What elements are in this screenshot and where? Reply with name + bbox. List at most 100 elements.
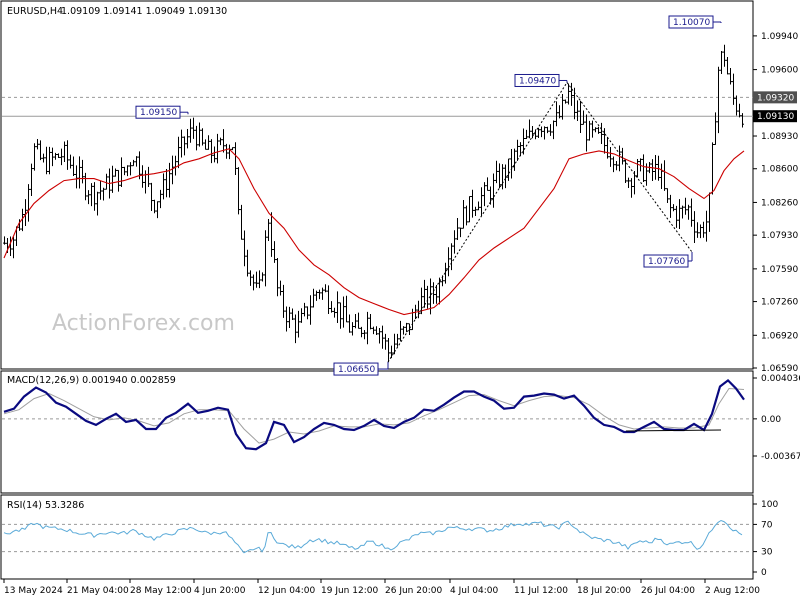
price-bar	[306, 306, 309, 320]
price-bar	[249, 270, 252, 286]
price-bar	[540, 126, 543, 138]
price-bar	[33, 143, 36, 171]
price-bar	[675, 205, 678, 228]
price-bar	[318, 289, 321, 300]
price-tick-label: 1.07930	[761, 231, 798, 241]
price-bar	[111, 165, 114, 193]
watermark: ActionForex.com	[52, 311, 235, 336]
price-bar	[456, 217, 459, 240]
x-tick-label: 28 May 12:00	[130, 586, 192, 596]
price-bar	[363, 330, 366, 340]
svg-text:1.09150: 1.09150	[140, 108, 177, 118]
price-bar	[165, 169, 168, 198]
price-bar	[60, 148, 63, 166]
price-bar	[18, 219, 21, 231]
price-bar	[300, 308, 303, 323]
price-bar	[36, 138, 39, 150]
price-bar	[219, 137, 222, 146]
price-bar	[105, 173, 108, 190]
price-bar	[150, 182, 153, 212]
price-bar	[528, 119, 531, 139]
price-bar	[231, 147, 234, 151]
price-tick-label: 1.09600	[761, 66, 798, 76]
price-bar	[699, 224, 702, 239]
price-bar	[177, 136, 180, 169]
price-bar	[486, 177, 489, 191]
price-bar	[378, 328, 381, 344]
price-bar	[102, 187, 105, 201]
price-bar	[90, 183, 93, 207]
trend-line	[387, 82, 568, 363]
macd-tick-label: -0.00367	[761, 452, 800, 462]
rsi-tick-label: 100	[761, 500, 778, 510]
price-bar	[207, 135, 210, 150]
swing-level-label: 1.10070	[668, 15, 722, 29]
price-bar	[480, 187, 483, 216]
price-bar	[279, 280, 282, 296]
price-bar	[192, 117, 195, 139]
price-bar	[552, 120, 555, 140]
price-bar	[588, 120, 591, 141]
price-bar	[96, 191, 99, 216]
price-bar	[303, 302, 306, 317]
price-bar	[549, 124, 552, 136]
price-bar	[435, 285, 438, 304]
price-bar	[171, 155, 174, 185]
price-bar	[666, 188, 669, 203]
price-bar	[468, 196, 471, 223]
price-bar	[156, 201, 159, 219]
price-bar	[93, 182, 96, 211]
price-bar	[243, 230, 246, 267]
x-tick-label: 26 Jun 20:00	[385, 586, 442, 596]
price-bar	[255, 271, 258, 288]
price-bar	[261, 272, 264, 282]
price-bar	[591, 120, 594, 138]
price-bar	[450, 243, 453, 271]
price-bar	[12, 236, 15, 259]
price-bar	[84, 172, 87, 201]
price-bar	[723, 44, 726, 67]
price-bar	[294, 314, 297, 344]
price-bar	[561, 93, 564, 120]
x-tick-label: 21 May 04:00	[67, 586, 129, 596]
price-reference-lines: 1.09320 1.09130	[2, 91, 797, 123]
price-bar	[132, 159, 135, 167]
price-bar	[735, 95, 738, 116]
svg-text:1.07760: 1.07760	[648, 257, 685, 267]
price-bar	[732, 73, 735, 105]
price-bar	[81, 159, 84, 184]
price-bar	[402, 326, 405, 335]
price-bar	[399, 320, 402, 342]
price-bar	[63, 141, 66, 162]
price-tick-label: 1.08930	[761, 132, 798, 142]
price-bar	[408, 323, 411, 335]
rsi-panel	[0, 494, 754, 580]
price-bar	[282, 284, 285, 318]
price-bar	[237, 167, 240, 215]
price-bar	[489, 186, 492, 205]
svg-text:1.06650: 1.06650	[338, 365, 375, 375]
price-bar	[348, 314, 351, 333]
swing-level-label: 1.06650	[333, 362, 389, 376]
price-bar	[75, 165, 78, 189]
moving-average-path	[3, 148, 745, 316]
price-bar	[252, 274, 255, 291]
price-bar	[381, 325, 384, 349]
price-bar	[222, 129, 225, 153]
price-bar	[54, 152, 57, 160]
price-bar	[630, 178, 633, 198]
rsi-tick-label: 0	[761, 568, 767, 578]
price-bar	[729, 67, 732, 85]
price-bar	[642, 154, 645, 182]
price-bar	[705, 210, 708, 242]
price-bar	[330, 301, 333, 313]
price-bar	[579, 100, 582, 134]
price-bar	[522, 128, 525, 155]
svg-text:1.10070: 1.10070	[673, 18, 710, 28]
price-bar	[153, 199, 156, 214]
price-bar	[738, 103, 741, 118]
price-bar	[48, 146, 51, 175]
price-bar	[438, 277, 441, 305]
price-bar	[447, 247, 450, 277]
